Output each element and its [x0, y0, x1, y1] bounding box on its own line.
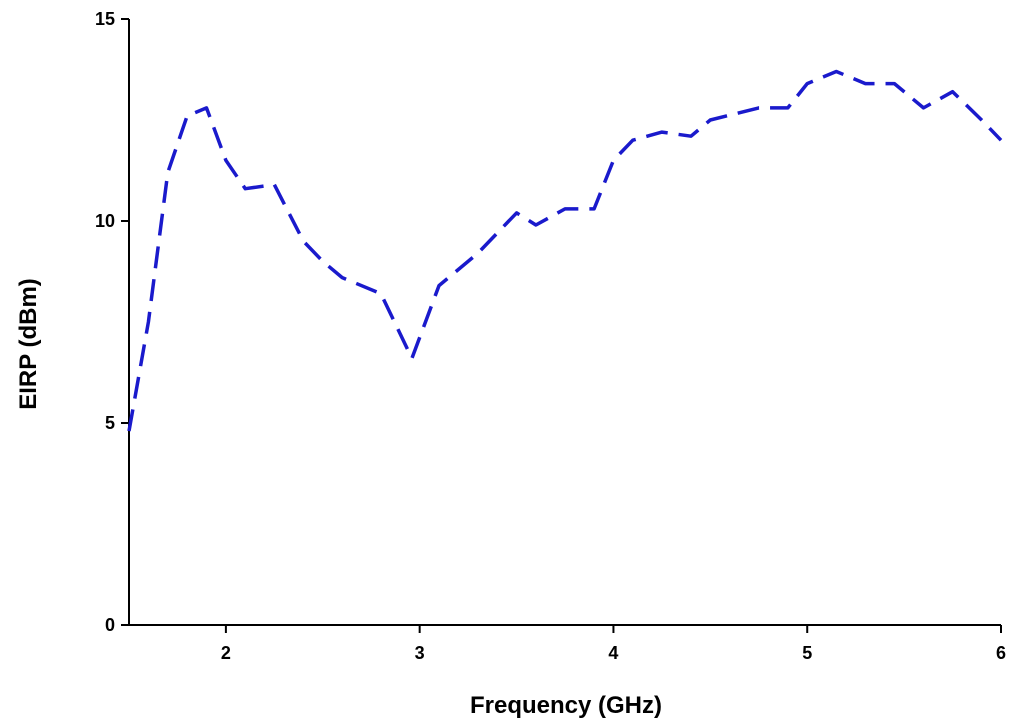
x-tick-label: 4 [608, 643, 618, 663]
x-axis-label: Frequency (GHz) [470, 692, 662, 719]
x-tick-label: 2 [221, 643, 231, 663]
x-tick-label: 5 [802, 643, 812, 663]
series-line [127, 69, 1003, 432]
y-tick-label: 0 [105, 615, 115, 635]
x-axis: 2 3 4 5 6 [129, 624, 1006, 663]
y-tick-label: 5 [105, 413, 115, 433]
series-layer [127, 69, 1003, 432]
x-tick-label: 3 [415, 643, 425, 663]
y-tick-label: 15 [95, 9, 115, 29]
y-axis-label: EIRP (dBm) [15, 278, 42, 410]
x-tick-label: 6 [996, 643, 1006, 663]
y-axis: 0 5 10 15 [95, 9, 130, 635]
y-tick-label: 10 [95, 211, 115, 231]
